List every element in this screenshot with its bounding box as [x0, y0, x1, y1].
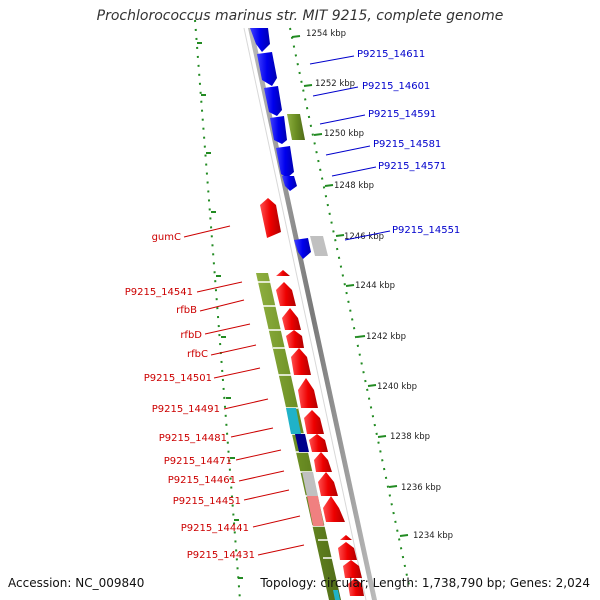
gene-arrow	[343, 560, 362, 578]
kbp-label: 1242 kbp	[366, 332, 406, 342]
cog-box	[302, 472, 318, 496]
gene-arrow	[250, 28, 270, 52]
accession-text: Accession: NC_009840	[8, 576, 145, 590]
kbp-label: 1240 kbp	[377, 382, 417, 392]
gene-label: P9215_14481	[159, 433, 227, 444]
gene-label: rfbC	[187, 349, 208, 360]
cog-box	[333, 590, 340, 600]
kbp-label: 1244 kbp	[355, 281, 395, 291]
gene-label: P9215_14441	[181, 523, 249, 534]
gene-label: P9215_14541	[125, 287, 193, 298]
kbp-label: 1252 kbp	[315, 79, 355, 89]
gene-arrow	[282, 308, 301, 330]
gene-label: P9215_14451	[173, 496, 241, 507]
gene-label: P9215_14501	[144, 373, 212, 384]
gene-label: P9215_14471	[164, 456, 232, 467]
ruler-ticks	[197, 42, 243, 579]
gene-label: P9215_14601	[362, 81, 430, 92]
outer-left-ring	[194, 19, 241, 600]
cog-box	[287, 114, 305, 140]
kbp-ruler-ticks	[291, 35, 409, 537]
kbp-label: 1250 kbp	[324, 129, 364, 139]
gene-label: P9215_14491	[152, 404, 220, 415]
gene-arrow	[286, 330, 304, 348]
cog-box	[310, 236, 328, 256]
genome-backbone	[248, 28, 377, 600]
map-title: Prochlorococcus marinus str. MIT 9215, c…	[96, 8, 504, 24]
gene-arrow	[257, 52, 277, 86]
gene-arrow	[309, 434, 328, 452]
gene-label: rfbB	[176, 305, 197, 316]
gene-arrow	[270, 116, 287, 144]
reverse-gene-leaders	[183, 225, 305, 556]
gene-arrow	[276, 282, 296, 306]
inner-right-ring	[289, 27, 411, 591]
gene-label: P9215_14581	[373, 139, 441, 150]
kbp-label: 1238 kbp	[390, 432, 430, 442]
backbone-inner-line	[243, 27, 367, 600]
gene-arrow	[276, 146, 294, 178]
gene-label: P9215_14591	[368, 109, 436, 120]
gene-label: P9215_14551	[392, 225, 460, 236]
gene-arrow	[304, 410, 324, 434]
gene-label: rfbD	[180, 330, 202, 341]
gene-arrow	[291, 348, 311, 375]
kbp-label: 1246 kbp	[344, 232, 384, 242]
gene-arrow	[282, 176, 297, 191]
cog-box	[295, 434, 309, 452]
gene-arrow	[264, 86, 282, 116]
forward-gene-labels	[309, 55, 391, 241]
kbp-label: 1236 kbp	[401, 483, 441, 493]
kbp-labels: 1254 kbp 1252 kbp 1250 kbp 1248 kbp 1246…	[306, 29, 453, 541]
gene-arrow	[276, 270, 290, 276]
gene-label: gumC	[152, 232, 181, 243]
gene-arrow	[314, 452, 332, 472]
kbp-label: 1234 kbp	[413, 531, 453, 541]
cog-box	[286, 408, 301, 434]
gene-arrow	[323, 496, 345, 522]
genome-summary-text: Topology: circular; Length: 1,738,790 bp…	[260, 576, 590, 590]
gene-label: P9215_14611	[357, 49, 425, 60]
gene-label: P9215_14461	[168, 475, 236, 486]
gene-arrow	[294, 238, 311, 259]
gene-label: P9215_14431	[187, 550, 255, 561]
gene-arrow	[338, 542, 357, 560]
gene-label: P9215_14571	[378, 161, 446, 172]
gene-arrow	[340, 535, 352, 540]
gene-arrow	[298, 378, 318, 408]
kbp-label: 1248 kbp	[334, 181, 374, 191]
gene-arrow	[318, 472, 338, 496]
kbp-label: 1254 kbp	[306, 29, 346, 39]
gene-arrow	[260, 198, 281, 238]
cog-box	[307, 496, 324, 526]
gene-arrow	[348, 578, 364, 596]
